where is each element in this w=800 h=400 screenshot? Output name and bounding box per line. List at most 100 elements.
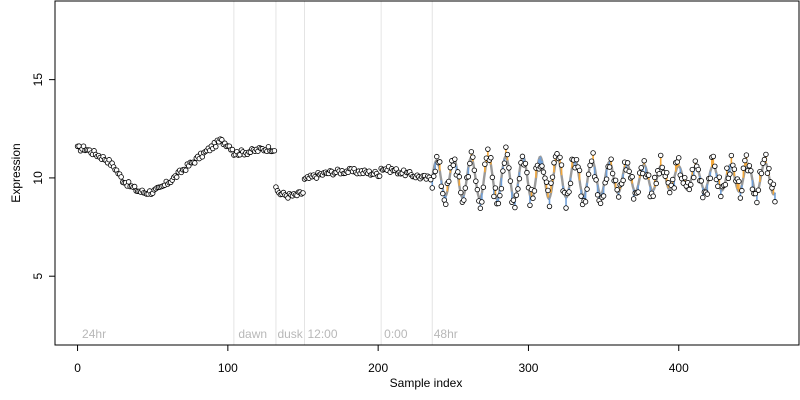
sample-point xyxy=(376,173,383,179)
sample-point xyxy=(755,187,762,193)
sample-point xyxy=(118,174,124,180)
sample-point xyxy=(501,160,508,166)
sample-point xyxy=(440,190,446,197)
sample-point xyxy=(557,154,563,161)
sample-point xyxy=(545,187,551,194)
sample-point xyxy=(125,179,132,185)
sample-point xyxy=(300,190,306,196)
sample-point xyxy=(491,193,497,200)
phase-label: 0:00 xyxy=(384,327,408,341)
sample-point xyxy=(584,186,590,192)
sample-point xyxy=(219,137,225,143)
sample-point xyxy=(106,157,112,163)
sample-point xyxy=(671,185,677,191)
sample-point xyxy=(664,169,670,176)
sample-point xyxy=(470,154,476,160)
sample-point xyxy=(718,193,724,200)
sample-point xyxy=(437,159,443,165)
sample-point xyxy=(752,190,759,197)
sample-point xyxy=(497,192,503,199)
sample-point xyxy=(606,164,613,170)
sample-point xyxy=(573,156,580,163)
sample-point xyxy=(229,146,236,153)
y-axis-label: Expression xyxy=(9,143,23,202)
sample-point xyxy=(192,160,198,166)
sample-point xyxy=(431,173,437,179)
sample-point xyxy=(653,180,659,187)
sample-point xyxy=(698,178,705,184)
sample-point xyxy=(458,189,464,196)
sample-point xyxy=(524,169,530,176)
phase-label: dawn xyxy=(238,327,267,341)
sample-point xyxy=(213,143,219,150)
sample-point xyxy=(429,185,435,191)
sample-point xyxy=(543,179,550,185)
sample-point xyxy=(563,205,569,211)
sample-point xyxy=(754,199,760,206)
sample-point xyxy=(450,162,457,168)
sample-point xyxy=(772,199,778,205)
sample-point xyxy=(749,186,756,192)
sample-point xyxy=(489,174,496,181)
x-tick-label: 400 xyxy=(669,361,689,375)
sample-point xyxy=(686,186,692,193)
sample-point xyxy=(530,195,536,201)
sample-point xyxy=(736,178,742,185)
sample-point xyxy=(588,158,595,164)
sample-point xyxy=(456,174,463,180)
sample-point xyxy=(600,193,607,199)
sample-point xyxy=(558,162,565,168)
sample-point xyxy=(467,160,473,167)
sample-point xyxy=(504,151,511,158)
sample-point xyxy=(746,163,753,169)
phase-label: dusk xyxy=(277,327,303,341)
sample-point xyxy=(183,167,189,173)
x-axis-label: Sample index xyxy=(390,376,463,390)
sample-point xyxy=(479,199,485,205)
sample-point xyxy=(495,200,502,207)
sample-point xyxy=(516,176,523,182)
sample-point xyxy=(576,167,583,174)
sample-point xyxy=(540,169,547,175)
sample-point xyxy=(510,197,517,203)
sample-point xyxy=(710,153,717,160)
sample-point xyxy=(480,184,487,190)
sample-point xyxy=(695,166,701,173)
sample-point xyxy=(715,183,721,190)
sample-point xyxy=(620,177,626,184)
sample-point xyxy=(428,176,434,183)
sample-point xyxy=(761,156,768,163)
sample-point xyxy=(659,164,665,171)
sample-point xyxy=(630,196,637,202)
sample-point xyxy=(471,167,478,173)
sample-point xyxy=(506,165,512,171)
sample-point xyxy=(438,183,444,189)
sample-point xyxy=(271,148,278,154)
x-tick-label: 0 xyxy=(74,361,81,375)
sample-point xyxy=(707,175,714,182)
sample-point xyxy=(313,175,320,181)
sample-point xyxy=(688,181,694,188)
sample-point xyxy=(513,192,520,198)
sample-point xyxy=(590,150,596,156)
sample-point xyxy=(548,180,554,186)
sample-point xyxy=(503,144,509,150)
sample-point xyxy=(549,174,556,180)
phase-label: 24hr xyxy=(82,327,106,341)
sample-point xyxy=(567,180,574,187)
sample-point xyxy=(500,168,506,174)
sample-point xyxy=(742,157,748,164)
sample-point xyxy=(566,189,572,195)
sample-point xyxy=(465,174,472,180)
sample-point xyxy=(578,193,584,199)
sample-point xyxy=(432,168,438,175)
sample-point xyxy=(485,146,491,152)
sample-point xyxy=(492,185,499,191)
sample-point xyxy=(645,172,652,178)
sample-point xyxy=(763,151,769,158)
sample-point xyxy=(758,170,765,177)
sample-point xyxy=(748,168,754,174)
x-tick-label: 100 xyxy=(218,361,238,375)
sample-point xyxy=(658,152,664,159)
